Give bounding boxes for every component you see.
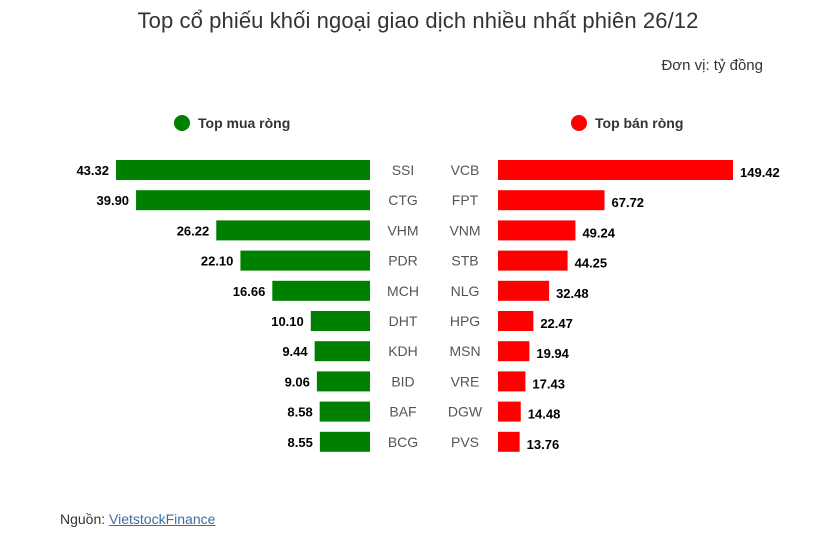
legend-buy-dot [174, 115, 190, 131]
buy-category-label: SSI [392, 162, 415, 178]
sell-bar [498, 190, 605, 211]
sell-value-label: 32.48 [556, 286, 589, 301]
buy-bar [136, 190, 370, 211]
buy-value-label: 8.58 [287, 405, 312, 420]
sell-bar [498, 220, 576, 241]
sell-category-label: VNM [449, 222, 480, 238]
sell-value-label: 44.25 [575, 256, 608, 271]
sell-bar [498, 371, 526, 392]
sell-value-label: 19.94 [536, 346, 569, 361]
unit-label: Đơn vị: tỷ đồng [661, 57, 763, 74]
buy-category-label: VHM [387, 222, 418, 238]
buy-bar [319, 431, 370, 452]
sell-category-label: VRE [451, 373, 480, 389]
source-prefix: Nguồn: [60, 511, 110, 527]
sell-value-label: 22.47 [540, 316, 573, 331]
buy-bar [116, 160, 370, 180]
buy-bar [272, 280, 370, 301]
legend-sell-dot [571, 115, 587, 131]
sell-value-label: 14.48 [528, 407, 561, 422]
sell-bar [498, 280, 550, 301]
sell-category-label: PVS [451, 434, 479, 450]
buy-category-label: BCG [388, 434, 418, 450]
sell-bar [498, 401, 521, 422]
legend-buy-label: Top mua ròng [198, 115, 291, 131]
buy-value-label: 9.44 [282, 344, 308, 359]
legend-sell-label: Top bán ròng [595, 115, 684, 131]
sell-category-label: STB [451, 253, 478, 269]
chart-title: Top cổ phiếu khối ngoại giao dịch nhiều … [137, 8, 699, 33]
buy-value-label: 39.90 [97, 193, 130, 208]
buy-bar [316, 371, 370, 392]
buy-bar [314, 341, 370, 362]
sell-bar [498, 250, 568, 271]
buy-value-label: 8.55 [288, 435, 313, 450]
source-link[interactable]: VietstockFinance [109, 511, 216, 527]
sell-bar [498, 160, 733, 180]
buy-bar [310, 311, 370, 331]
sell-category-label: VCB [451, 162, 480, 178]
sell-bar [498, 341, 530, 362]
buy-bar [240, 250, 370, 271]
sell-value-label: 13.76 [527, 437, 560, 452]
buy-category-label: BID [391, 373, 414, 389]
buy-value-label: 9.06 [285, 374, 310, 389]
buy-value-label: 43.32 [76, 163, 109, 178]
buy-category-label: PDR [388, 253, 418, 269]
buy-bar [319, 401, 370, 422]
sell-category-label: HPG [450, 313, 480, 329]
buy-bar [216, 220, 370, 241]
buy-category-label: CTG [388, 192, 418, 208]
sell-category-label: FPT [452, 192, 479, 208]
buy-value-label: 26.22 [177, 223, 210, 238]
sell-value-label: 149.42 [740, 165, 780, 180]
source-note: Nguồn: VietstockFinance [60, 511, 215, 527]
sell-category-label: MSN [449, 343, 480, 359]
legend-sell: Top bán ròng [571, 115, 683, 131]
buy-value-label: 16.66 [233, 284, 266, 299]
buy-category-label: KDH [388, 343, 418, 359]
buy-category-label: MCH [387, 283, 419, 299]
buy-category-label: BAF [389, 404, 416, 420]
buy-value-label: 22.10 [201, 254, 234, 269]
sell-bar [498, 431, 520, 452]
sell-value-label: 67.72 [612, 195, 645, 210]
sell-value-label: 49.24 [582, 225, 615, 240]
buy-value-label: 10.10 [271, 314, 304, 329]
sell-category-label: NLG [451, 283, 480, 299]
legend-buy: Top mua ròng [174, 115, 290, 131]
sell-bar [498, 311, 534, 331]
buy-category-label: DHT [389, 313, 418, 329]
sell-value-label: 17.43 [532, 376, 565, 391]
sell-category-label: DGW [448, 404, 483, 420]
